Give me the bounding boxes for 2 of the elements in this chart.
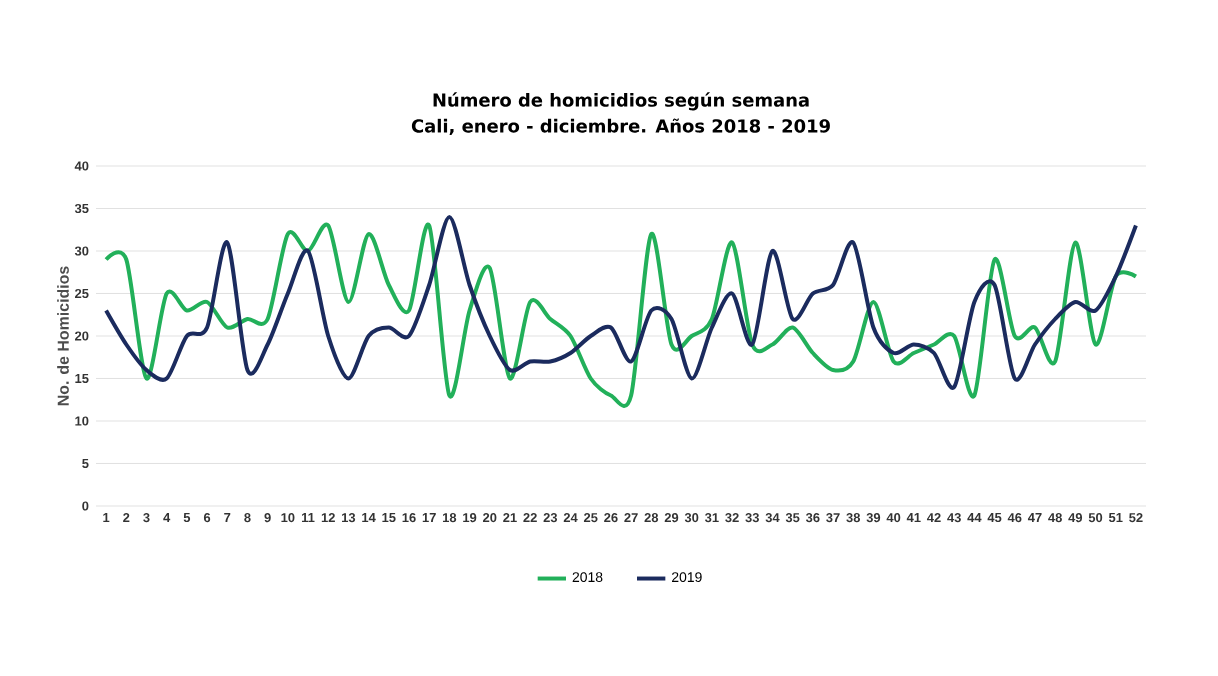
chart-title: Número de homicidios según semana — [433, 92, 809, 111]
chart-subtitle: Cali, enero - diciembre. Años 2018 - 2019 — [411, 118, 830, 136]
